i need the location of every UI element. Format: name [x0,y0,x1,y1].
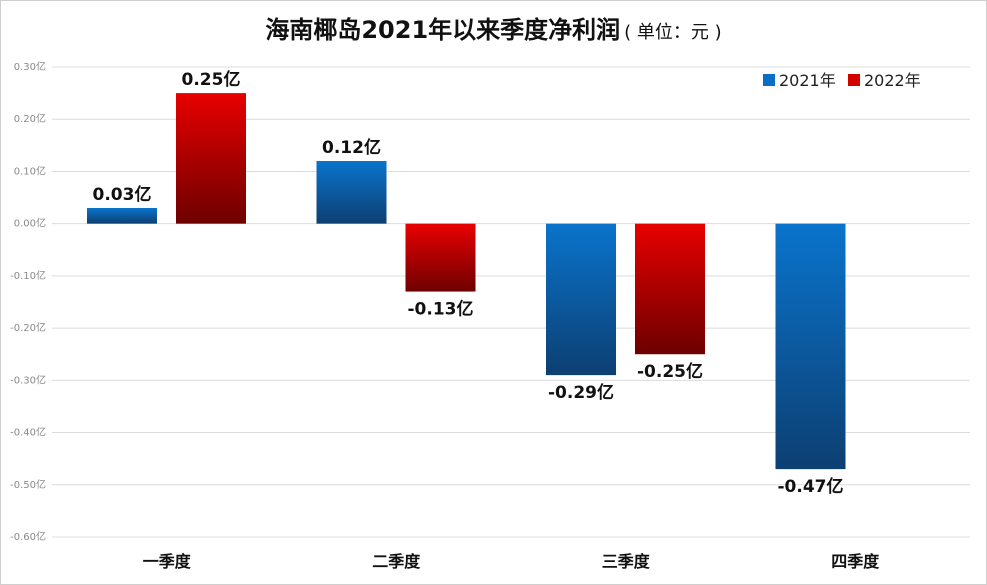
legend-label: 2021年 [779,71,836,90]
legend-label: 2022年 [864,71,921,90]
y-tick-label: 0.00亿 [14,217,46,230]
data-label: -0.25亿 [637,361,703,382]
data-label: -0.29亿 [548,382,614,403]
y-tick-label: -0.10亿 [10,269,46,282]
y-tick-label: 0.20亿 [14,112,46,125]
bar-2022年-三季度 [635,223,705,355]
bar-2022年-二季度 [405,223,476,292]
y-tick-label: 0.30亿 [14,60,46,73]
y-axis-ticks: 0.30亿 0.20亿 0.10亿 0.00亿 -0.10亿 -0.20亿 -0.30亿 -0… [10,60,46,543]
bars [87,93,846,470]
y-tick-label: 0.10亿 [14,164,46,177]
x-category-label: 二季度 [372,552,421,571]
y-tick-label: -0.30亿 [10,373,46,386]
data-labels: 0.03亿 0.25亿 0.12亿 -0.13亿 -0.29亿 -0.25亿 -0.47亿 [93,69,844,497]
chart-title: 海南椰岛2021年以来季度净利润 [265,16,621,44]
bar-2021年-四季度 [775,223,846,470]
y-tick-label: -0.40亿 [10,426,46,439]
bar-2021年-一季度 [87,208,157,224]
bar-2022年-一季度 [176,93,246,224]
y-tick-label: -0.20亿 [10,321,46,334]
chart-subtitle: ( 单位：元 ) [624,22,722,43]
x-category-label: 四季度 [831,552,880,571]
data-label: -0.47亿 [778,476,844,497]
legend: 2021年 2022年 [763,71,921,90]
x-category-label: 三季度 [602,552,651,571]
y-tick-label: -0.60亿 [10,530,46,543]
x-axis-categories: 一季度 二季度 三季度 四季度 [143,552,881,571]
data-label: 0.12亿 [322,137,381,158]
data-label: 0.25亿 [182,69,241,90]
bar-2021年-三季度 [546,223,616,376]
bar-2021年-二季度 [316,161,387,224]
legend-swatch [763,74,775,86]
y-tick-label: -0.50亿 [10,478,46,491]
data-label: -0.13亿 [408,299,474,320]
legend-swatch [848,74,860,86]
x-category-label: 一季度 [143,552,192,571]
data-label: 0.03亿 [93,184,152,205]
chart-title-block: 海南椰岛2021年以来季度净利润( 单位：元 ) [0,10,987,45]
